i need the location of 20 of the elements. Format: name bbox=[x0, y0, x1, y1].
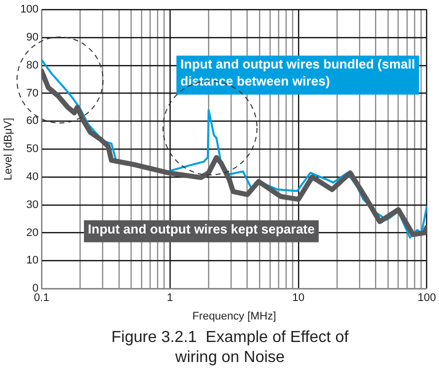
y-axis-title: Level [dBμV] bbox=[2, 118, 15, 180]
y-tick-label: 60 bbox=[26, 115, 39, 128]
y-tick-label: 90 bbox=[26, 32, 39, 44]
x-tick-label: 100 bbox=[418, 292, 436, 304]
y-tick-label: 50 bbox=[26, 143, 39, 156]
y-tick-label: 40 bbox=[26, 171, 39, 184]
text: Input and output wires bundled (small distance between wires) bbox=[180, 56, 416, 89]
x-axis-title: Frequency [MHz] bbox=[192, 310, 276, 322]
y-tick-label: 10 bbox=[26, 254, 39, 267]
y-tick-label: 0 bbox=[32, 282, 39, 295]
y-tick-label: 80 bbox=[26, 59, 39, 72]
text: Input and output wires kept separate bbox=[88, 221, 315, 236]
x-tick-label: 0.1 bbox=[34, 292, 50, 304]
x-tick-label: 1 bbox=[166, 292, 174, 304]
text: Figure 3.2.1 Example of Effect of wiring on Noise bbox=[110, 328, 350, 368]
y-tick-label: 20 bbox=[26, 226, 39, 239]
y-tick-label: 100 bbox=[20, 4, 39, 16]
y-tick-label: 30 bbox=[26, 198, 39, 211]
x-tick-label: 10 bbox=[292, 292, 305, 304]
y-tick-label: 70 bbox=[26, 87, 39, 100]
